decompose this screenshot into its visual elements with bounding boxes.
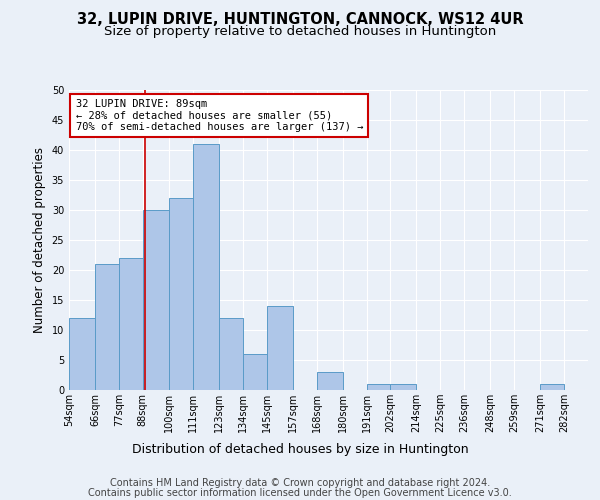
Text: Distribution of detached houses by size in Huntington: Distribution of detached houses by size … [131,442,469,456]
Bar [266,306,293,390]
Bar [193,144,219,390]
Text: Contains public sector information licensed under the Open Government Licence v3: Contains public sector information licen… [88,488,512,498]
Bar [169,198,193,390]
Y-axis label: Number of detached properties: Number of detached properties [33,147,46,333]
Bar [119,258,143,390]
Bar [95,264,119,390]
Bar [317,372,343,390]
Bar [540,384,564,390]
Bar [143,210,169,390]
Bar [219,318,243,390]
Text: Size of property relative to detached houses in Huntington: Size of property relative to detached ho… [104,25,496,38]
Bar [367,384,391,390]
Bar [391,384,416,390]
Text: 32 LUPIN DRIVE: 89sqm
← 28% of detached houses are smaller (55)
70% of semi-deta: 32 LUPIN DRIVE: 89sqm ← 28% of detached … [76,99,363,132]
Bar [69,318,95,390]
Bar [243,354,266,390]
Text: 32, LUPIN DRIVE, HUNTINGTON, CANNOCK, WS12 4UR: 32, LUPIN DRIVE, HUNTINGTON, CANNOCK, WS… [77,12,523,28]
Text: Contains HM Land Registry data © Crown copyright and database right 2024.: Contains HM Land Registry data © Crown c… [110,478,490,488]
